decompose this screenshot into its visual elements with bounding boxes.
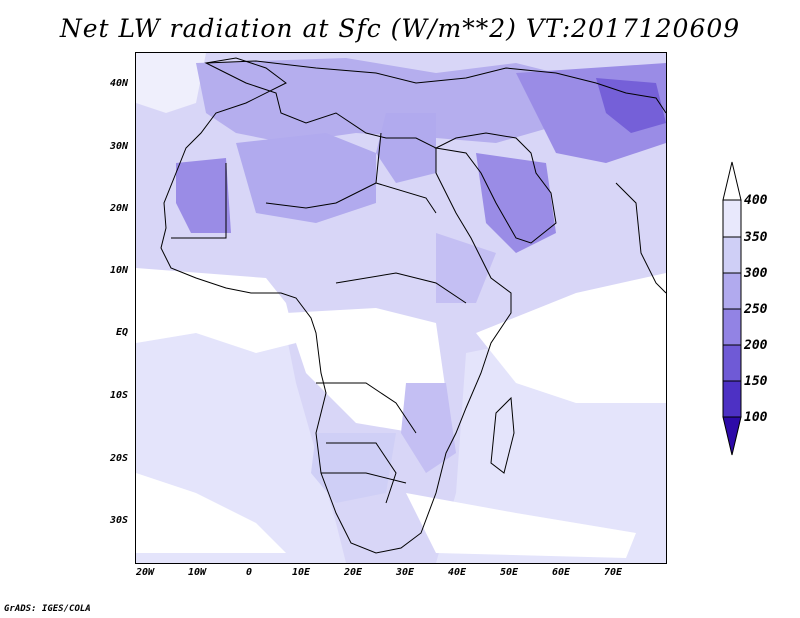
border-sahara (265, 132, 382, 209)
madagascar-outline (490, 396, 515, 474)
lat-label: 30S (109, 515, 128, 526)
lat-label: 10S (109, 390, 128, 401)
lat-label: 10N (109, 265, 128, 276)
colorbar (722, 161, 742, 456)
lon-label: 40E (447, 567, 467, 578)
colorbar-label: 400 (744, 193, 768, 208)
coastlines (160, 57, 666, 554)
atlantic-north-cloud (136, 53, 206, 113)
border-southern (326, 442, 397, 504)
colorbar-segment (722, 236, 742, 274)
mediterranean-field (196, 58, 576, 143)
colorbar-segment (722, 199, 742, 238)
colorbar-bottom-arrow (722, 416, 742, 456)
southern-ocean-cloud (406, 493, 636, 558)
colorbar-label: 250 (744, 302, 768, 317)
lon-label: 30E (395, 567, 415, 578)
map-panel (135, 52, 667, 564)
arabian-peninsula-outline (434, 132, 557, 244)
asia-coast (595, 82, 666, 114)
lat-label: EQ (115, 327, 128, 338)
radiation-map (136, 53, 666, 563)
africa-outline (160, 57, 512, 554)
border-sahel (335, 272, 467, 304)
border-sudan (375, 182, 437, 214)
europe-coast (205, 60, 597, 84)
lon-label: 50E (499, 567, 519, 578)
colorbar-segment (722, 272, 742, 310)
lat-label: 30N (109, 141, 128, 152)
lon-label: 10E (291, 567, 311, 578)
colorbar-label: 100 (744, 410, 768, 425)
lon-label: 60E (551, 567, 571, 578)
gulf-guinea-cloud (136, 268, 296, 353)
lon-label: 20E (343, 567, 363, 578)
south-atlantic-cloud (136, 473, 286, 553)
southern-africa-field (311, 433, 396, 503)
lat-label: 40N (109, 78, 128, 89)
arabian-high-field (476, 153, 556, 253)
lat-label: 20N (109, 203, 128, 214)
mauritania-high-field (176, 158, 231, 233)
colorbar-label: 350 (744, 230, 768, 245)
colorbar-label: 150 (744, 374, 768, 389)
horn-field (436, 233, 496, 303)
east-africa-field (401, 383, 456, 473)
sahara-field (236, 133, 376, 223)
grads-credit: GrADS: IGES/COLA (4, 604, 91, 614)
border-mauritania (171, 163, 227, 239)
lon-label: 10W (187, 567, 207, 578)
iran-high-field (596, 78, 666, 133)
colorbar-segment (722, 308, 742, 346)
border-congo (316, 382, 417, 434)
lon-label: 20W (135, 567, 155, 578)
libya-egypt-field (376, 113, 436, 183)
colorbar-segment (722, 344, 742, 382)
colorbar-label: 200 (744, 338, 768, 353)
map-title: Net LW radiation at Sfc (W/m**2) VT:2017… (59, 14, 741, 43)
colorbar-label: 300 (744, 266, 768, 281)
lat-label: 20S (109, 453, 128, 464)
colorbar-segment (722, 380, 742, 418)
border-namibia (321, 472, 407, 484)
indian-ocean-cloud (476, 273, 666, 403)
lon-label: 0 (245, 567, 253, 578)
india-coast (615, 182, 666, 294)
lon-label: 70E (603, 567, 623, 578)
colorbar-top-arrow (722, 161, 742, 201)
